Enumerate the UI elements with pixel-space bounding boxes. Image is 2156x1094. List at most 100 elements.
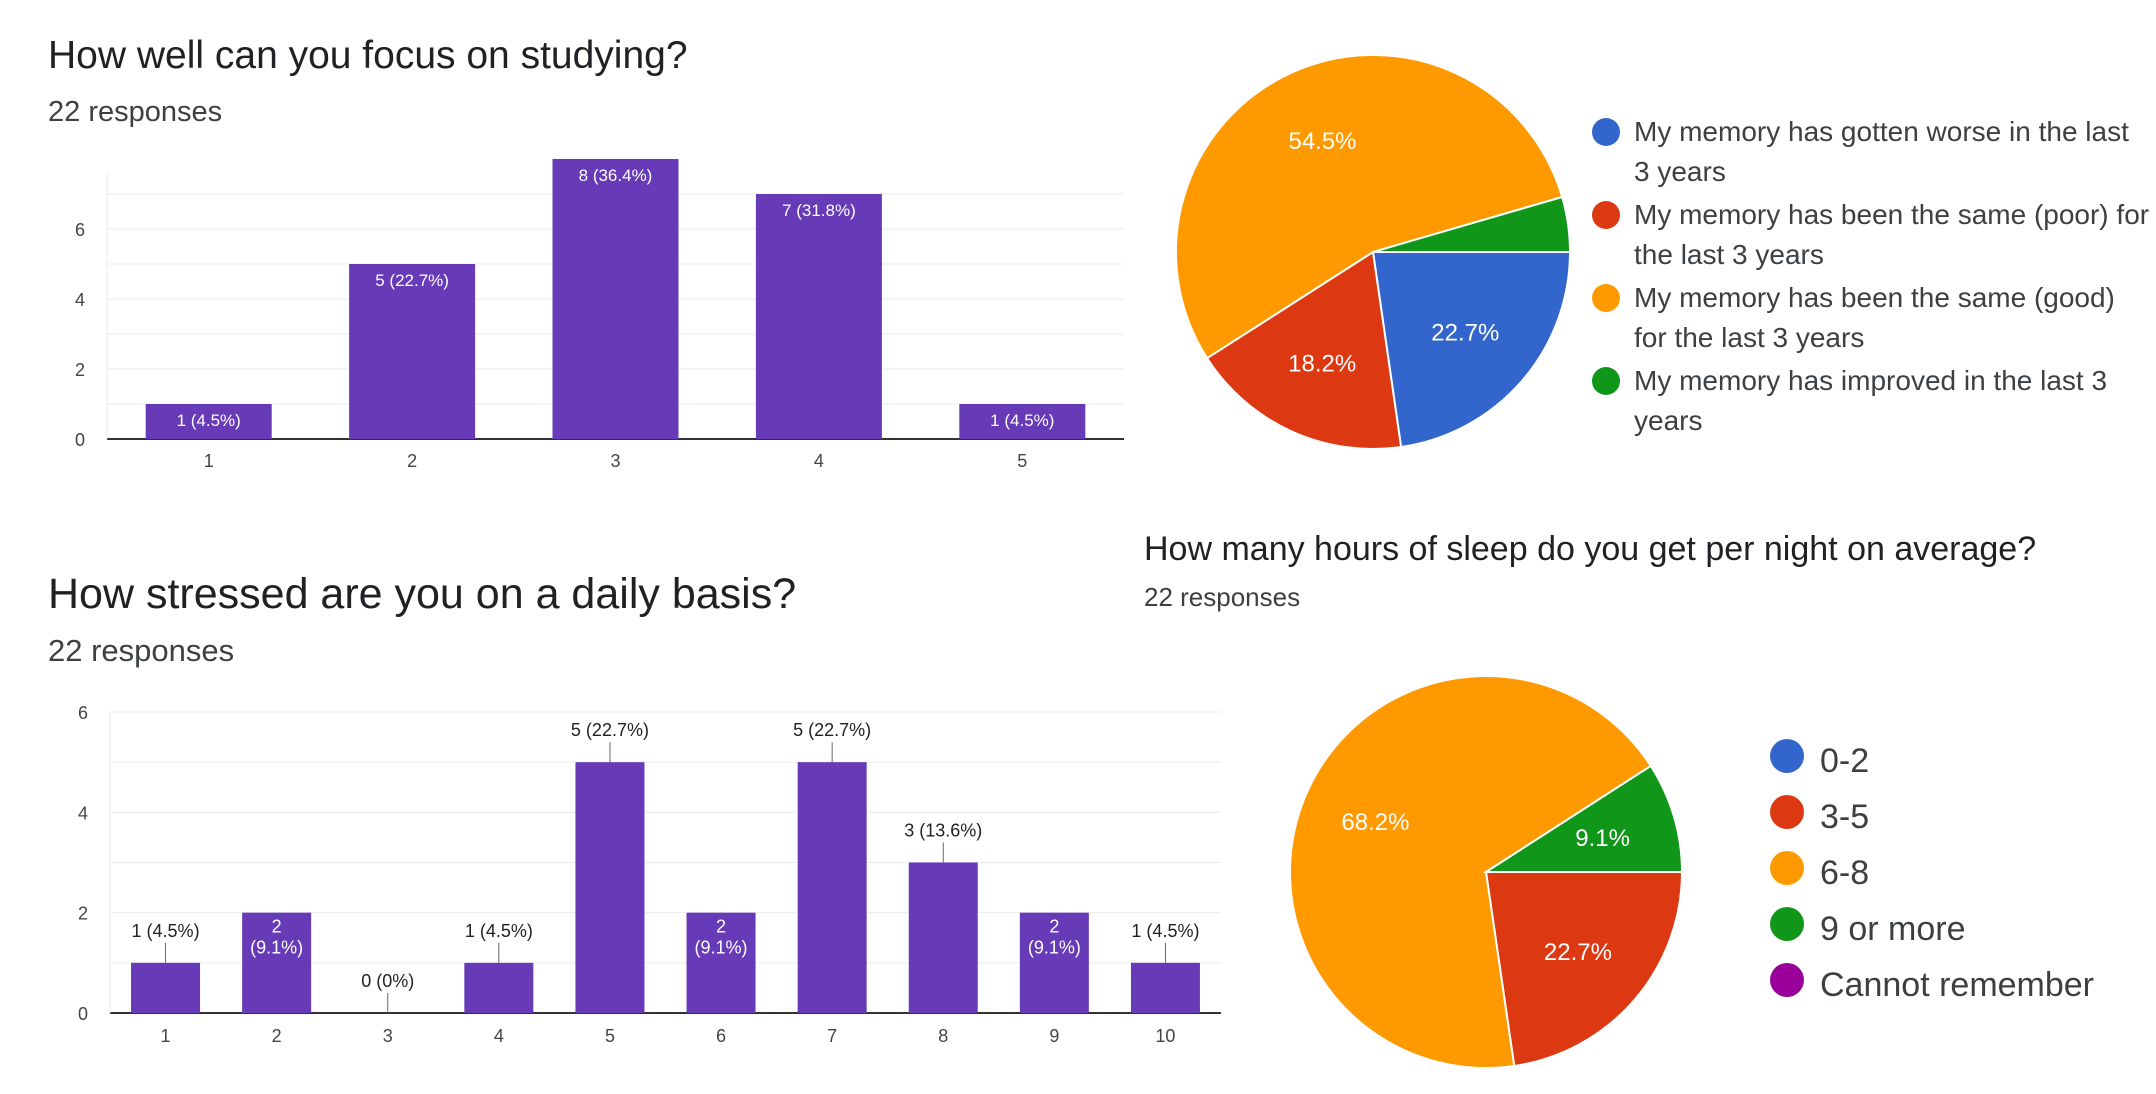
legend-label: My memory has gotten worse in the last 3… bbox=[1634, 116, 2129, 187]
slice-label: 68.2% bbox=[1341, 809, 1409, 836]
x-tick-label: 2 bbox=[407, 451, 417, 471]
x-tick-label: 2 bbox=[272, 1026, 282, 1046]
y-tick-label: 6 bbox=[78, 703, 88, 723]
data-label: (9.1%) bbox=[250, 938, 303, 958]
bar bbox=[959, 404, 1086, 439]
pie-slice bbox=[1484, 871, 1684, 1068]
data-label: 7 (31.8%) bbox=[782, 201, 856, 220]
bar bbox=[755, 194, 882, 439]
legend-item: My memory has been the same (poor) for t… bbox=[1592, 195, 2152, 275]
x-tick-label: 5 bbox=[1017, 451, 1027, 471]
chart3-subtitle: 22 responses bbox=[48, 633, 235, 668]
pie-slice bbox=[1372, 195, 1572, 253]
legend-label: 0-2 bbox=[1820, 742, 1870, 780]
data-label: (9.1%) bbox=[1028, 938, 1081, 958]
data-label: 5 (22.7%) bbox=[571, 720, 649, 740]
legend-item: 6-8 bbox=[1770, 845, 2150, 901]
bar bbox=[145, 404, 272, 439]
pie-slice bbox=[1205, 250, 1403, 450]
legend-swatch bbox=[1770, 851, 1804, 885]
chart1-subtitle: 22 responses bbox=[48, 96, 223, 128]
legend-item: 0-2 bbox=[1770, 733, 2150, 789]
slice-label: 18.2% bbox=[1288, 350, 1356, 377]
legend-label: Cannot remember bbox=[1820, 966, 2095, 1004]
pie-slice bbox=[1175, 54, 1564, 360]
data-label: 5 (22.7%) bbox=[793, 720, 871, 740]
bar bbox=[1019, 912, 1089, 1013]
x-tick-label: 1 bbox=[161, 1026, 171, 1046]
legend-swatch bbox=[1592, 201, 1620, 229]
legend-item: My memory has improved in the last 3 yea… bbox=[1592, 361, 2152, 441]
legend-swatch bbox=[1770, 907, 1804, 941]
x-tick-label: 5 bbox=[605, 1026, 615, 1046]
bar bbox=[908, 862, 978, 1013]
data-label: 1 (4.5%) bbox=[990, 411, 1054, 430]
bar bbox=[552, 159, 679, 439]
bar bbox=[349, 264, 476, 439]
data-label: 1 (4.5%) bbox=[465, 921, 533, 941]
x-tick-label: 3 bbox=[383, 1026, 393, 1046]
pie-slice bbox=[1482, 764, 1684, 873]
pie-slice bbox=[1371, 251, 1572, 449]
y-tick-label: 4 bbox=[78, 803, 88, 823]
data-label: 2 bbox=[1049, 917, 1059, 937]
bar bbox=[1130, 962, 1200, 1013]
data-label: 8 (36.4%) bbox=[579, 166, 653, 185]
legend-swatch bbox=[1770, 795, 1804, 829]
slice-label: 22.7% bbox=[1544, 939, 1612, 966]
slice-label: 22.7% bbox=[1431, 319, 1499, 346]
legend-swatch bbox=[1592, 118, 1620, 146]
pie-slice bbox=[1289, 675, 1653, 1069]
chart4-title: How many hours of sleep do you get per n… bbox=[1144, 530, 2037, 568]
data-label: (9.1%) bbox=[695, 938, 748, 958]
slice-label: 54.5% bbox=[1288, 128, 1356, 155]
legend-item: My memory has been the same (good) for t… bbox=[1592, 278, 2152, 358]
legend-label: My memory has been the same (good) for t… bbox=[1634, 282, 2115, 353]
x-tick-label: 1 bbox=[204, 451, 214, 471]
memory-legend: My memory has gotten worse in the last 3… bbox=[1592, 112, 2152, 444]
y-tick-label: 2 bbox=[78, 904, 88, 924]
legend-swatch bbox=[1770, 739, 1804, 773]
legend-label: 9 or more bbox=[1820, 910, 1966, 948]
slice-label: 9.1% bbox=[1575, 825, 1630, 852]
x-tick-label: 9 bbox=[1049, 1026, 1059, 1046]
legend-item: My memory has gotten worse in the last 3… bbox=[1592, 112, 2152, 192]
legend-item: Cannot remember bbox=[1770, 957, 2150, 1013]
chart4-subtitle: 22 responses bbox=[1144, 582, 1301, 612]
x-tick-label: 4 bbox=[494, 1026, 504, 1046]
x-tick-label: 10 bbox=[1155, 1026, 1175, 1046]
y-tick-label: 0 bbox=[75, 430, 85, 450]
bar bbox=[464, 962, 534, 1013]
legend-item: 9 or more bbox=[1770, 901, 2150, 957]
bar bbox=[575, 762, 645, 1013]
x-tick-label: 6 bbox=[716, 1026, 726, 1046]
sleep-legend: 0-2 3-5 6-8 9 or more Cannot remember bbox=[1770, 733, 2150, 1013]
legend-swatch bbox=[1592, 367, 1620, 395]
legend-label: My memory has been the same (poor) for t… bbox=[1634, 199, 2150, 270]
legend-swatch bbox=[1592, 284, 1620, 312]
legend-label: 6-8 bbox=[1820, 854, 1870, 892]
y-tick-label: 6 bbox=[75, 220, 85, 240]
data-label: 2 bbox=[716, 917, 726, 937]
data-label: 1 (4.5%) bbox=[1131, 921, 1199, 941]
legend-label: My memory has improved in the last 3 yea… bbox=[1634, 365, 2108, 436]
legend-label: 3-5 bbox=[1820, 798, 1870, 836]
data-label: 1 (4.5%) bbox=[177, 411, 241, 430]
legend-swatch bbox=[1770, 963, 1804, 997]
bar bbox=[686, 912, 756, 1013]
bar bbox=[131, 962, 201, 1013]
data-label: 5 (22.7%) bbox=[375, 271, 449, 290]
chart3-title: How stressed are you on a daily basis? bbox=[48, 570, 797, 618]
bar bbox=[242, 912, 312, 1013]
y-tick-label: 2 bbox=[75, 360, 85, 380]
legend-item: 3-5 bbox=[1770, 789, 2150, 845]
x-tick-label: 7 bbox=[827, 1026, 837, 1046]
chart1-title: How well can you focus on studying? bbox=[48, 34, 688, 77]
y-tick-label: 0 bbox=[78, 1004, 88, 1024]
x-tick-label: 8 bbox=[938, 1026, 948, 1046]
y-tick-label: 4 bbox=[75, 290, 85, 310]
